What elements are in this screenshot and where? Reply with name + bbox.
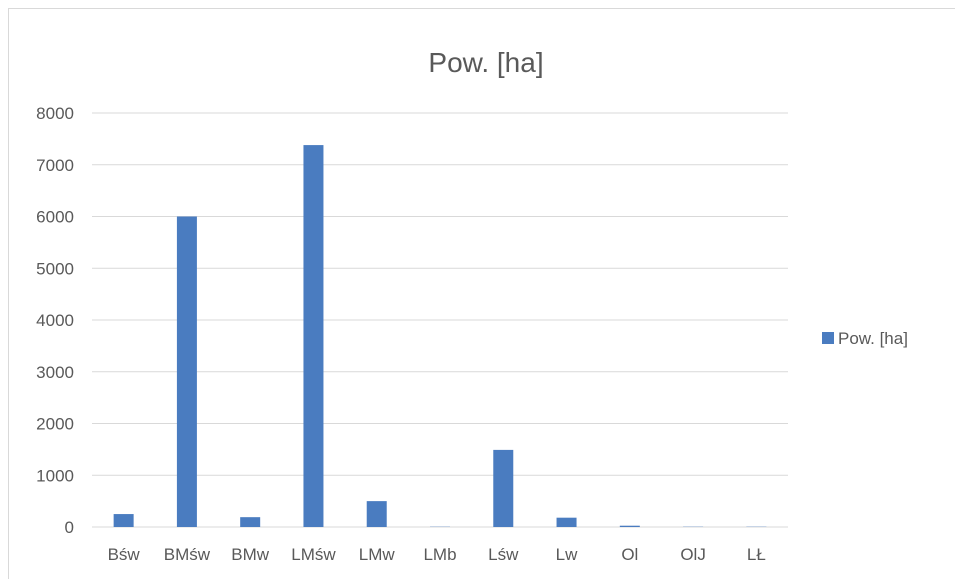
y-tick-label: 5000 [36, 259, 74, 278]
bar-BMw [240, 517, 261, 527]
y-tick-label: 0 [65, 518, 74, 537]
legend-label: Pow. [ha] [838, 329, 908, 348]
y-tick-label: 4000 [36, 311, 74, 330]
bar-Ol [619, 525, 640, 527]
y-tick-label: 2000 [36, 415, 74, 434]
x-tick-label: Lśw [488, 545, 519, 564]
y-tick-label: 7000 [36, 156, 74, 175]
bar-Lw [556, 517, 577, 527]
y-tick-label: 8000 [36, 104, 74, 123]
bar-Lśw [493, 449, 514, 527]
x-tick-label: LŁ [747, 545, 766, 564]
legend-swatch [822, 332, 834, 344]
y-tick-label: 1000 [36, 466, 74, 485]
x-tick-label: Lw [556, 545, 578, 564]
chart-title: Pow. [ha] [428, 47, 543, 78]
x-tick-label: OlJ [680, 545, 706, 564]
bar-LMw [366, 501, 387, 527]
bar-BMśw [176, 216, 197, 527]
legend: Pow. [ha] [822, 329, 908, 348]
bar-LMśw [303, 145, 324, 527]
x-tick-label: LMw [359, 545, 396, 564]
chart-frame [8, 8, 955, 579]
y-axis-ticks: 0 1000 2000 3000 4000 5000 6000 7000 8000 [36, 104, 74, 537]
bar-Bśw [113, 514, 134, 527]
x-axis-ticks: Bśw BMśw BMw LMśw LMw LMb Lśw Lw Ol OlJ LŁ [108, 545, 766, 564]
x-tick-label: Bśw [108, 545, 141, 564]
y-tick-label: 3000 [36, 363, 74, 382]
x-tick-label: BMśw [164, 545, 211, 564]
x-tick-label: BMw [231, 545, 270, 564]
gridlines [92, 112, 788, 528]
x-tick-label: LMb [423, 545, 456, 564]
x-tick-label: LMśw [291, 545, 336, 564]
x-tick-label: Ol [621, 545, 638, 564]
bars [113, 145, 767, 527]
y-tick-label: 6000 [36, 208, 74, 227]
